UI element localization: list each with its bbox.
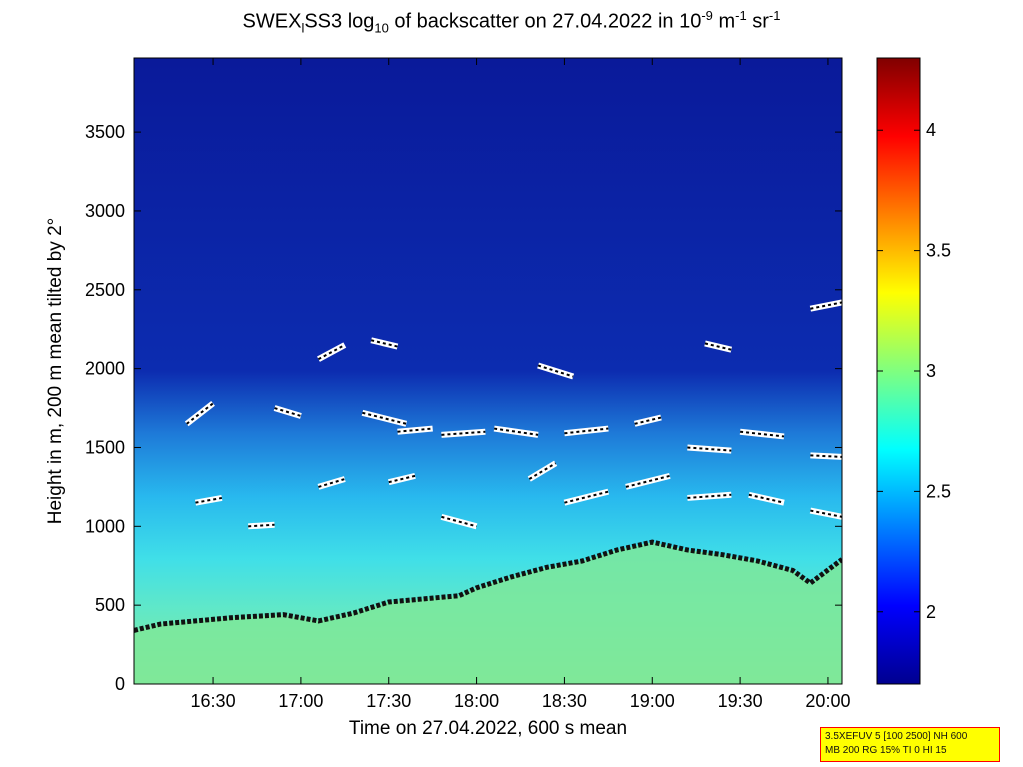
colorbar	[876, 57, 921, 685]
y-tick-label-4: 2000	[85, 359, 125, 379]
layer-trace-outline-20	[739, 430, 785, 438]
heatmap-area	[134, 58, 842, 684]
layer-trace-outline-13	[362, 411, 407, 425]
x-tick-label-2: 17:30	[366, 691, 411, 711]
layer-traces	[134, 299, 842, 633]
colorbar-tick-label-2: 3	[926, 361, 936, 381]
colorbar-tick-label-0: 2	[926, 602, 936, 622]
layer-trace-outline-21	[810, 454, 842, 458]
layer-trace-11	[184, 400, 215, 427]
layer-trace-outline-6	[564, 490, 609, 504]
layer-trace-outline-9	[748, 493, 785, 504]
x-axis-label: Time on 27.04.2022, 600 s mean	[348, 718, 628, 739]
info-line-1: 3.5XEFUV 5 [100 2500] NH 600	[825, 731, 968, 742]
layer-trace-outline-2	[318, 478, 346, 488]
plot-frame	[133, 57, 843, 685]
x-tick-label-6: 19:30	[718, 691, 763, 711]
y-tick-label-2: 1000	[85, 516, 125, 536]
layer-trace-outline-0	[195, 496, 223, 504]
x-tick-label-4: 18:30	[542, 691, 587, 711]
layer-trace-14	[397, 425, 433, 435]
layer-trace-outline-25	[704, 342, 732, 351]
colorbar-tick-label-4: 4	[926, 120, 936, 140]
layer-trace-outline-23	[370, 339, 398, 348]
y-tick-label-3: 1500	[85, 437, 125, 457]
x-tick-label-7: 20:00	[805, 691, 850, 711]
layer-trace-outline-17	[564, 427, 609, 435]
x-tick-label-3: 18:00	[454, 691, 499, 711]
x-tick-label-5: 19:00	[630, 691, 675, 711]
colorbar-tick-label-3: 3.5	[926, 241, 951, 261]
layer-trace-outline-19	[687, 446, 732, 452]
x-tick-label-1: 17:00	[278, 691, 323, 711]
colorbar-tick-label-1: 2.5	[926, 481, 951, 501]
layer-trace-outline-12	[274, 407, 302, 417]
x-tick-label-0: 16:30	[191, 691, 236, 711]
mixing-layer-height-line	[134, 539, 842, 633]
layer-trace-outline-8	[687, 493, 732, 499]
y-tick-label-7: 3500	[85, 122, 125, 142]
colorbar-axis: 2 2.5 3 3.5 4	[877, 120, 951, 622]
y-tick-label-0: 0	[115, 674, 125, 694]
layer-trace-outline-7	[625, 474, 671, 488]
y-tick-label-6: 3000	[85, 201, 125, 221]
layer-trace-outline-24	[537, 364, 574, 378]
chart-title: SWEXlSS3 log10 of backscatter on 27.04.2…	[242, 8, 781, 36]
layer-trace-outline-16	[494, 427, 539, 436]
layer-trace-outline-4	[441, 515, 477, 528]
y-tick-label-5: 2500	[85, 280, 125, 300]
x-axis: 16:30 17:00 17:30 18:00 18:30 19:00 19:30 20:00	[191, 58, 850, 711]
boundary-layer-fill	[134, 542, 842, 684]
layer-trace-outline-18	[634, 416, 662, 425]
y-axis-label: Height in m, 200 m mean tilted by 2°	[45, 217, 66, 525]
layer-trace-outline-1	[248, 523, 275, 528]
layer-trace-outline-10	[810, 509, 842, 518]
layer-trace-outline-22	[317, 344, 346, 361]
layer-trace-outline-5	[528, 462, 557, 480]
settings-info-box: 3.5XEFUV 5 [100 2500] NH 600 MB 200 RG 1…	[820, 727, 1000, 762]
y-axis: 0 500 1000 1500 2000 2500 3000 3500	[85, 122, 842, 694]
info-line-2: MB 200 RG 15% TI 0 HI 15	[825, 745, 947, 756]
layer-trace-outline-3	[388, 474, 416, 484]
y-tick-label-1: 500	[95, 595, 125, 615]
layer-trace-outline-26	[810, 301, 842, 310]
layer-trace-outline-15	[441, 430, 486, 436]
